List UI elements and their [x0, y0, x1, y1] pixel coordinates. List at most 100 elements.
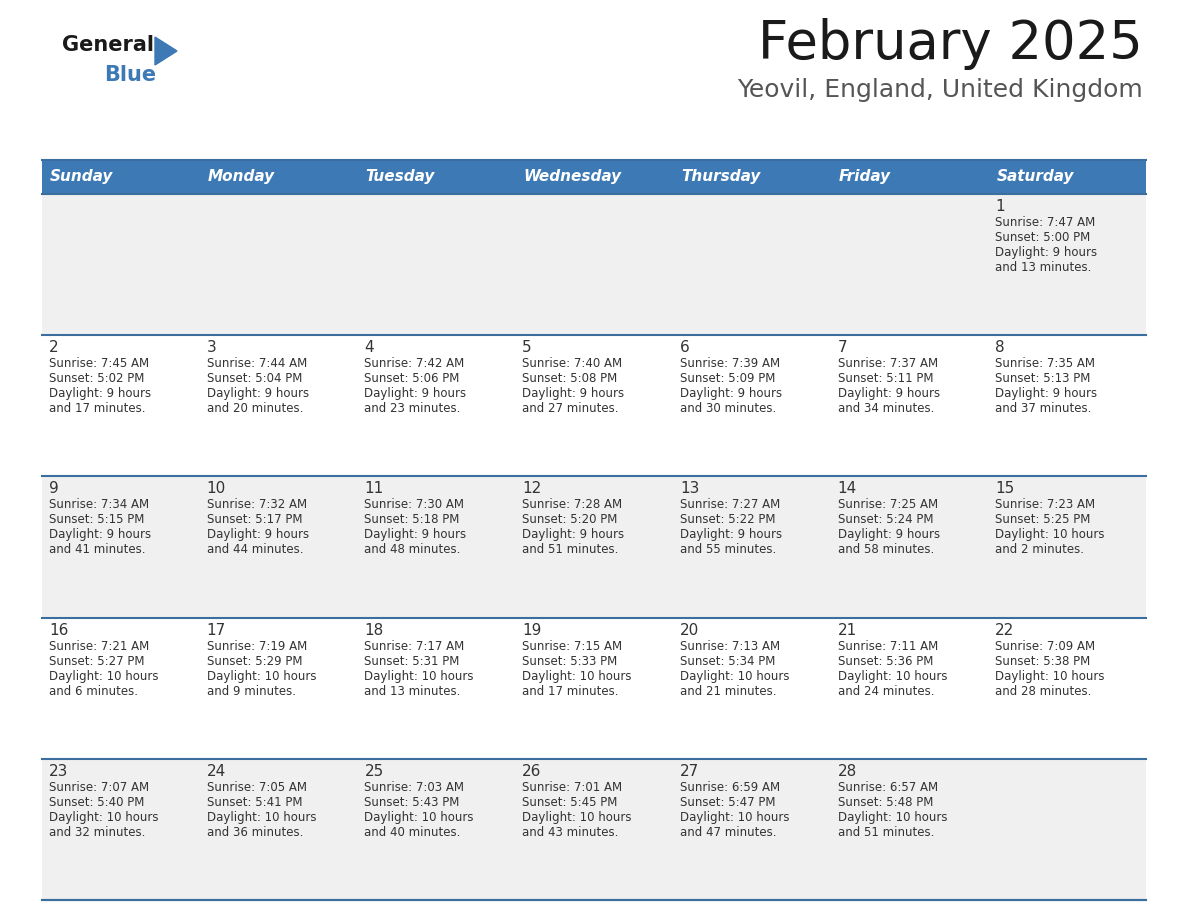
- Text: 24: 24: [207, 764, 226, 778]
- Text: Daylight: 9 hours: Daylight: 9 hours: [365, 529, 467, 542]
- Bar: [200, 335, 358, 476]
- Text: Wednesday: Wednesday: [523, 170, 621, 185]
- Bar: [358, 759, 516, 900]
- Text: Daylight: 10 hours: Daylight: 10 hours: [838, 811, 947, 823]
- Text: Sunrise: 6:57 AM: Sunrise: 6:57 AM: [838, 781, 937, 794]
- Bar: [516, 618, 672, 759]
- Text: Daylight: 10 hours: Daylight: 10 hours: [523, 811, 632, 823]
- Bar: [830, 759, 988, 900]
- Text: and 36 minutes.: and 36 minutes.: [207, 826, 303, 839]
- Text: Sunset: 5:48 PM: Sunset: 5:48 PM: [838, 796, 933, 809]
- Text: Sunrise: 7:13 AM: Sunrise: 7:13 AM: [680, 640, 781, 653]
- Text: Sunrise: 7:37 AM: Sunrise: 7:37 AM: [838, 357, 937, 370]
- Bar: [672, 194, 830, 335]
- Text: Sunset: 5:11 PM: Sunset: 5:11 PM: [838, 372, 933, 386]
- Text: and 37 minutes.: and 37 minutes.: [996, 402, 1092, 415]
- Text: 8: 8: [996, 341, 1005, 355]
- Bar: [672, 759, 830, 900]
- Text: and 32 minutes.: and 32 minutes.: [49, 826, 145, 839]
- Text: Sunset: 5:40 PM: Sunset: 5:40 PM: [49, 796, 145, 809]
- Text: and 13 minutes.: and 13 minutes.: [365, 685, 461, 698]
- Bar: [200, 759, 358, 900]
- Text: and 43 minutes.: and 43 minutes.: [523, 826, 619, 839]
- Text: Sunrise: 7:17 AM: Sunrise: 7:17 AM: [365, 640, 465, 653]
- Text: Sunrise: 7:40 AM: Sunrise: 7:40 AM: [523, 357, 623, 370]
- Text: and 13 minutes.: and 13 minutes.: [996, 261, 1092, 274]
- Bar: [988, 476, 1146, 618]
- Text: Sunset: 5:41 PM: Sunset: 5:41 PM: [207, 796, 302, 809]
- Text: 7: 7: [838, 341, 847, 355]
- Text: Daylight: 10 hours: Daylight: 10 hours: [523, 669, 632, 683]
- Text: Daylight: 10 hours: Daylight: 10 hours: [207, 811, 316, 823]
- Text: Sunrise: 7:11 AM: Sunrise: 7:11 AM: [838, 640, 937, 653]
- Text: Sunset: 5:24 PM: Sunset: 5:24 PM: [838, 513, 933, 526]
- Text: Sunrise: 7:03 AM: Sunrise: 7:03 AM: [365, 781, 465, 794]
- Bar: [42, 335, 200, 476]
- Text: 5: 5: [523, 341, 532, 355]
- Text: Sunrise: 7:25 AM: Sunrise: 7:25 AM: [838, 498, 937, 511]
- Text: Sunrise: 7:07 AM: Sunrise: 7:07 AM: [49, 781, 150, 794]
- Text: Daylight: 10 hours: Daylight: 10 hours: [838, 669, 947, 683]
- Text: Sunrise: 7:05 AM: Sunrise: 7:05 AM: [207, 781, 307, 794]
- Bar: [988, 335, 1146, 476]
- Text: 25: 25: [365, 764, 384, 778]
- Text: Daylight: 10 hours: Daylight: 10 hours: [49, 811, 158, 823]
- Text: Sunrise: 7:35 AM: Sunrise: 7:35 AM: [996, 357, 1095, 370]
- Text: Sunrise: 7:32 AM: Sunrise: 7:32 AM: [207, 498, 307, 511]
- Text: Sunset: 5:02 PM: Sunset: 5:02 PM: [49, 372, 145, 386]
- Bar: [358, 618, 516, 759]
- Text: and 44 minutes.: and 44 minutes.: [207, 543, 303, 556]
- Text: Sunrise: 7:39 AM: Sunrise: 7:39 AM: [680, 357, 781, 370]
- Text: Daylight: 10 hours: Daylight: 10 hours: [207, 669, 316, 683]
- Text: Sunrise: 6:59 AM: Sunrise: 6:59 AM: [680, 781, 781, 794]
- Text: 20: 20: [680, 622, 699, 638]
- Text: and 40 minutes.: and 40 minutes.: [365, 826, 461, 839]
- Text: and 6 minutes.: and 6 minutes.: [49, 685, 138, 698]
- Bar: [988, 618, 1146, 759]
- Text: Daylight: 9 hours: Daylight: 9 hours: [996, 246, 1098, 259]
- Bar: [42, 618, 200, 759]
- Text: and 2 minutes.: and 2 minutes.: [996, 543, 1085, 556]
- Text: Sunrise: 7:09 AM: Sunrise: 7:09 AM: [996, 640, 1095, 653]
- Text: Sunset: 5:04 PM: Sunset: 5:04 PM: [207, 372, 302, 386]
- Text: Sunset: 5:15 PM: Sunset: 5:15 PM: [49, 513, 145, 526]
- Text: and 9 minutes.: and 9 minutes.: [207, 685, 296, 698]
- Text: and 51 minutes.: and 51 minutes.: [523, 543, 619, 556]
- Text: Yeovil, England, United Kingdom: Yeovil, England, United Kingdom: [738, 78, 1143, 102]
- Text: 17: 17: [207, 622, 226, 638]
- Text: 12: 12: [523, 481, 542, 497]
- Text: Sunrise: 7:45 AM: Sunrise: 7:45 AM: [49, 357, 150, 370]
- Bar: [830, 335, 988, 476]
- Text: Sunrise: 7:34 AM: Sunrise: 7:34 AM: [49, 498, 150, 511]
- Text: Sunrise: 7:27 AM: Sunrise: 7:27 AM: [680, 498, 781, 511]
- Bar: [200, 476, 358, 618]
- Text: Sunrise: 7:44 AM: Sunrise: 7:44 AM: [207, 357, 307, 370]
- Text: 22: 22: [996, 622, 1015, 638]
- Text: Sunset: 5:31 PM: Sunset: 5:31 PM: [365, 655, 460, 667]
- Text: 9: 9: [49, 481, 58, 497]
- Text: General: General: [62, 35, 154, 55]
- Text: Sunset: 5:20 PM: Sunset: 5:20 PM: [523, 513, 618, 526]
- Text: Sunset: 5:22 PM: Sunset: 5:22 PM: [680, 513, 776, 526]
- Bar: [988, 759, 1146, 900]
- Text: and 48 minutes.: and 48 minutes.: [365, 543, 461, 556]
- Bar: [42, 194, 200, 335]
- Text: 16: 16: [49, 622, 69, 638]
- Text: Sunset: 5:08 PM: Sunset: 5:08 PM: [523, 372, 618, 386]
- Bar: [358, 160, 516, 194]
- Text: Daylight: 10 hours: Daylight: 10 hours: [49, 669, 158, 683]
- Text: Daylight: 9 hours: Daylight: 9 hours: [680, 387, 782, 400]
- Text: Sunset: 5:09 PM: Sunset: 5:09 PM: [680, 372, 776, 386]
- Text: 10: 10: [207, 481, 226, 497]
- Text: and 23 minutes.: and 23 minutes.: [365, 402, 461, 415]
- Text: Daylight: 9 hours: Daylight: 9 hours: [523, 387, 624, 400]
- Text: Daylight: 10 hours: Daylight: 10 hours: [996, 669, 1105, 683]
- Text: 13: 13: [680, 481, 700, 497]
- Bar: [516, 759, 672, 900]
- Text: Sunrise: 7:28 AM: Sunrise: 7:28 AM: [523, 498, 623, 511]
- Text: Sunset: 5:00 PM: Sunset: 5:00 PM: [996, 231, 1091, 244]
- Text: and 28 minutes.: and 28 minutes.: [996, 685, 1092, 698]
- Text: Daylight: 10 hours: Daylight: 10 hours: [996, 529, 1105, 542]
- Text: Sunset: 5:17 PM: Sunset: 5:17 PM: [207, 513, 302, 526]
- Text: and 27 minutes.: and 27 minutes.: [523, 402, 619, 415]
